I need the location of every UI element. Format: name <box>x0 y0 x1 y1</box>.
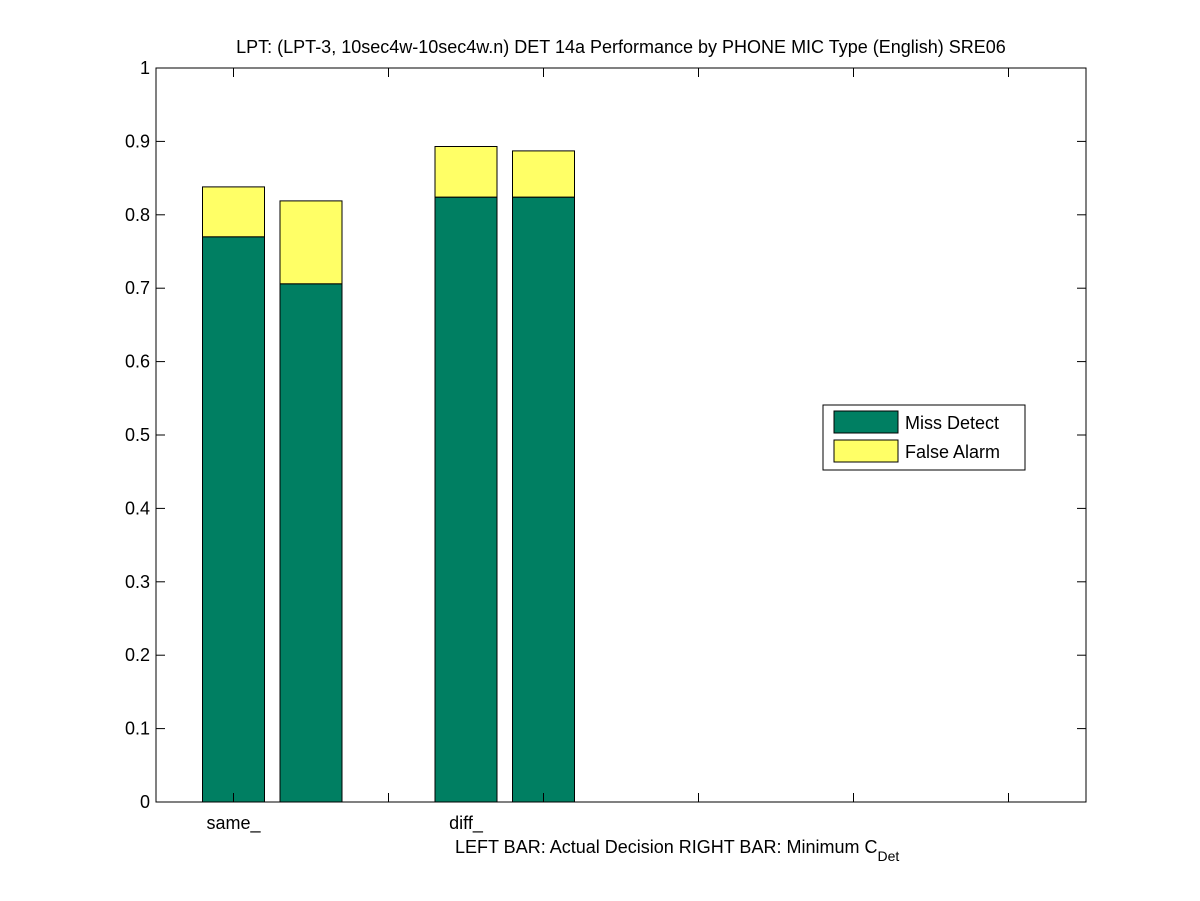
x-axis-label-main: LEFT BAR: Actual Decision RIGHT BAR: Min… <box>455 837 877 857</box>
y-tick-label: 0.9 <box>125 131 150 151</box>
bar-diff-left-miss-detect <box>434 196 498 803</box>
y-tick-label: 0.7 <box>125 278 150 298</box>
y-tick-label: 0.3 <box>125 572 150 592</box>
bar-same-right-miss-detect <box>279 283 343 803</box>
plot-frame <box>155 67 1087 803</box>
legend-swatch-miss-detect <box>833 410 899 434</box>
category-labels: same_ diff_ <box>206 813 483 834</box>
y-tick-label: 0.8 <box>125 205 150 225</box>
y-tick-label: 0.5 <box>125 425 150 445</box>
bar-diff-left-false-alarm <box>434 146 498 198</box>
legend-label-miss-detect: Miss Detect <box>905 413 999 433</box>
bar-same-right-false-alarm <box>279 200 343 285</box>
bar-same-left-miss-detect <box>202 236 265 803</box>
chart-title: LPT: (LPT-3, 10sec4w-10sec4w.n) DET 14a … <box>236 37 1006 57</box>
x-axis-label: LEFT BAR: Actual Decision RIGHT BAR: Min… <box>455 837 899 864</box>
legend-label-false-alarm: False Alarm <box>905 442 1000 462</box>
y-tick-label: 0.6 <box>125 352 150 372</box>
y-tick-label: 0 <box>140 792 150 812</box>
category-label-same: same_ <box>206 813 261 834</box>
x-axis-label-subscript: Det <box>877 848 899 864</box>
bars-layer <box>202 146 575 803</box>
bar-diff-right-miss-detect <box>512 196 575 803</box>
y-tick-label: 1 <box>140 58 150 78</box>
y-tick-label: 0.4 <box>125 498 150 518</box>
y-tick-label: 0.1 <box>125 719 150 739</box>
ticks-layer: 0 0.1 0.2 0.3 0.4 0.5 0.6 0.7 0.8 0.9 1 <box>125 58 1086 812</box>
y-tick-label: 0.2 <box>125 645 150 665</box>
bar-diff-right-false-alarm <box>512 150 575 198</box>
legend-swatch-false-alarm <box>833 439 899 463</box>
legend: Miss Detect False Alarm <box>822 404 1026 471</box>
bar-same-left-false-alarm <box>202 186 265 238</box>
category-label-diff: diff_ <box>449 813 484 834</box>
